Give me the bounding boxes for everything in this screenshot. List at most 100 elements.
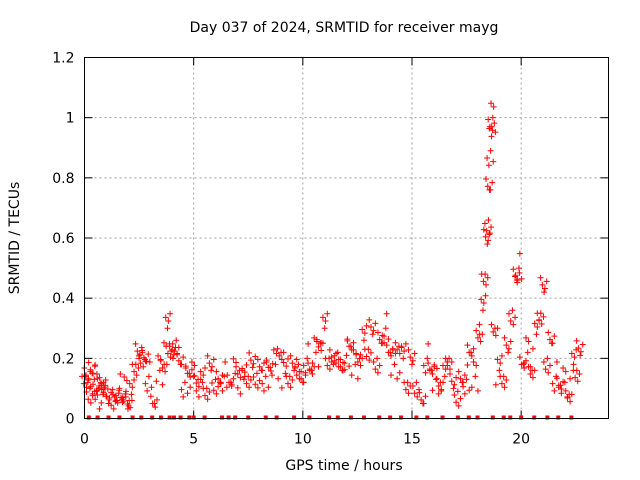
- data-point: [350, 339, 357, 346]
- data-point: [481, 220, 488, 227]
- data-point: [190, 373, 197, 380]
- data-point: [241, 373, 248, 380]
- data-point: [429, 370, 436, 377]
- data-point: [468, 384, 475, 391]
- data-point: [539, 281, 546, 288]
- baseline-marker: [425, 415, 430, 420]
- x-axis-label: GPS time / hours: [285, 458, 402, 474]
- baseline-marker: [233, 415, 238, 420]
- data-point: [383, 342, 390, 349]
- data-point: [254, 384, 261, 391]
- data-point: [521, 360, 528, 367]
- x-tick-labels: 0 5 10 15 20: [80, 432, 530, 448]
- data-point: [450, 385, 457, 392]
- data-point: [479, 331, 486, 338]
- data-point: [422, 393, 429, 400]
- data-point: [346, 363, 353, 370]
- data-point: [280, 349, 287, 356]
- data-point: [152, 404, 159, 411]
- data-point: [208, 367, 215, 374]
- data-point: [260, 360, 267, 367]
- data-point: [191, 362, 198, 369]
- baseline-marker: [263, 415, 268, 420]
- data-point: [169, 355, 176, 362]
- data-point: [466, 387, 473, 394]
- data-point: [376, 336, 383, 343]
- data-point: [181, 379, 188, 386]
- data-point: [263, 357, 270, 364]
- baseline-marker: [519, 415, 524, 420]
- x-tick-label: 20: [512, 432, 530, 448]
- data-point: [153, 396, 160, 403]
- data-point: [512, 314, 519, 321]
- data-point: [324, 362, 331, 369]
- data-point: [409, 383, 416, 390]
- data-point: [512, 272, 519, 279]
- data-point: [466, 349, 473, 356]
- data-point: [167, 310, 174, 317]
- data-point: [133, 372, 140, 379]
- data-point: [402, 340, 409, 347]
- data-point: [486, 231, 493, 238]
- data-point: [144, 387, 151, 394]
- data-point: [318, 339, 325, 346]
- data-point: [482, 292, 489, 299]
- data-point: [540, 313, 547, 320]
- data-point: [202, 392, 209, 399]
- data-point: [438, 387, 445, 394]
- data-point: [490, 328, 497, 335]
- baseline-marker: [226, 415, 231, 420]
- data-point: [492, 381, 499, 388]
- data-point: [564, 395, 571, 402]
- data-point: [545, 329, 552, 336]
- chart-title: Day 037 of 2024, SRMTID for receiver may…: [190, 20, 499, 36]
- data-point: [153, 378, 160, 385]
- data-point: [326, 346, 333, 353]
- data-point: [250, 373, 257, 380]
- data-point: [470, 345, 477, 352]
- data-point: [124, 405, 131, 412]
- data-point: [278, 356, 285, 363]
- data-point: [163, 343, 170, 350]
- data-point: [549, 340, 556, 347]
- data-point: [463, 376, 470, 383]
- data-point: [240, 376, 247, 383]
- data-point: [561, 379, 568, 386]
- data-point: [328, 354, 335, 361]
- data-point: [385, 336, 392, 343]
- data-point: [335, 356, 342, 363]
- data-point: [487, 147, 494, 154]
- data-point: [163, 361, 170, 368]
- data-point: [274, 345, 281, 352]
- data-point: [361, 346, 368, 353]
- data-point: [92, 396, 99, 403]
- data-point: [534, 324, 541, 331]
- data-point: [94, 375, 101, 382]
- data-point: [485, 162, 492, 169]
- data-point: [363, 353, 370, 360]
- data-point: [253, 370, 260, 377]
- data-point: [476, 321, 483, 328]
- data-point: [392, 339, 399, 346]
- data-point: [478, 296, 485, 303]
- data-point: [123, 377, 130, 384]
- data-point: [370, 327, 377, 334]
- data-point: [525, 363, 532, 370]
- data-point: [148, 384, 155, 391]
- data-point: [473, 362, 480, 369]
- data-point: [140, 363, 147, 370]
- data-point: [121, 373, 128, 380]
- data-point: [433, 376, 440, 383]
- baseline-markers: [86, 415, 574, 420]
- data-point: [366, 316, 373, 323]
- data-point: [400, 355, 407, 362]
- data-point: [357, 351, 364, 358]
- data-point: [195, 393, 202, 400]
- data-point: [221, 373, 228, 380]
- data-point: [510, 321, 517, 328]
- data-point: [312, 349, 319, 356]
- data-point: [524, 349, 531, 356]
- data-point: [128, 391, 135, 398]
- baseline-marker: [117, 415, 122, 420]
